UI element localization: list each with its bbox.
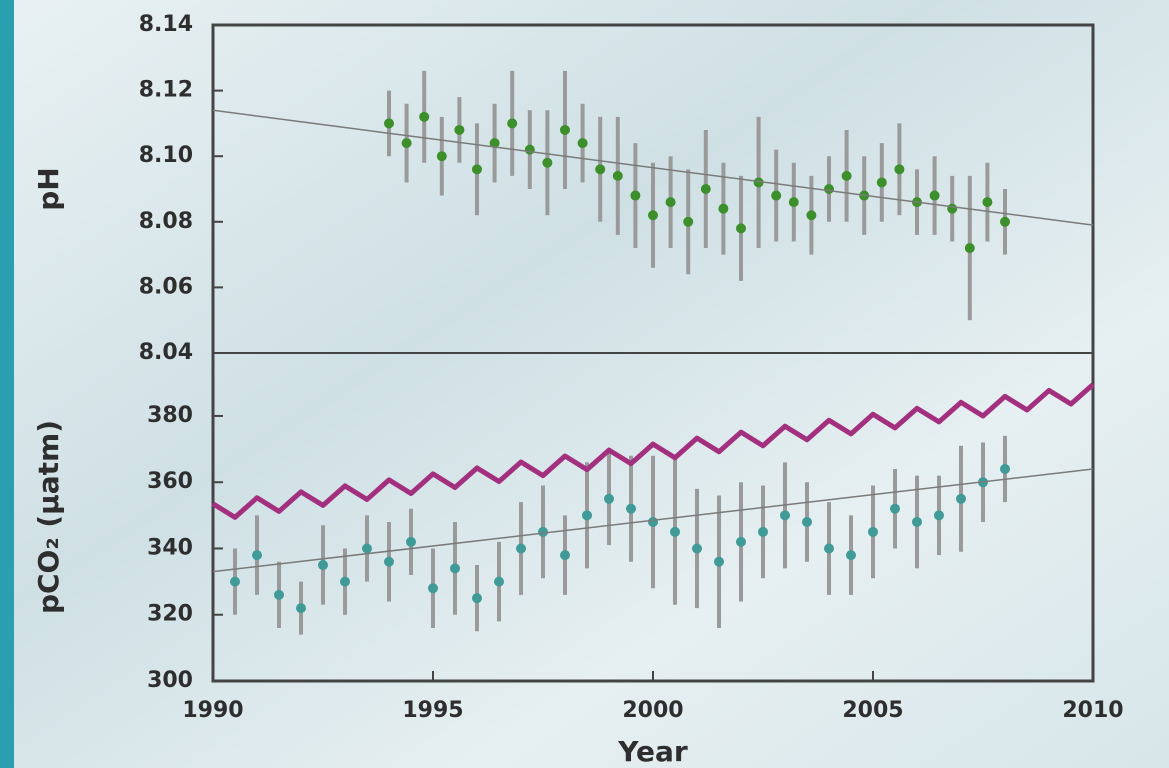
y-tick-label: 340	[147, 535, 193, 560]
data-point	[736, 536, 746, 547]
data-point	[472, 164, 482, 175]
data-point	[806, 210, 817, 221]
data-point	[577, 138, 588, 149]
data-point	[542, 157, 553, 168]
data-line	[211, 382, 1095, 520]
data-point	[736, 223, 746, 234]
data-point	[630, 190, 641, 201]
data-point	[274, 589, 284, 600]
y-tick-label: 360	[147, 469, 193, 494]
data-point	[472, 593, 482, 604]
data-point	[788, 197, 799, 208]
data-point	[436, 151, 447, 162]
x-tick-label: 2005	[842, 698, 903, 723]
data-point	[1000, 216, 1010, 227]
data-point	[683, 216, 694, 227]
x-tick-label: 2000	[622, 698, 683, 723]
data-point	[1000, 463, 1010, 474]
data-point	[648, 210, 658, 221]
data-point	[982, 197, 993, 208]
data-point	[384, 556, 394, 567]
data-line	[212, 109, 1094, 226]
data-point	[912, 516, 922, 527]
data-point	[700, 184, 711, 194]
y-tick-label: 8.14	[139, 12, 193, 37]
data-point	[868, 526, 878, 537]
data-point	[934, 510, 944, 521]
data-point	[450, 563, 460, 574]
data-point	[665, 197, 676, 208]
data-point	[362, 543, 372, 554]
data-point	[419, 111, 430, 122]
data-point	[692, 543, 702, 554]
data-point	[384, 118, 394, 129]
x-axis-label: Year	[617, 735, 688, 768]
y-tick-label: 300	[147, 668, 193, 693]
data-point	[648, 516, 658, 527]
data-point	[876, 177, 887, 188]
data-point	[841, 170, 852, 181]
data-point	[956, 493, 966, 504]
y-tick-label: 320	[147, 602, 193, 627]
data-point	[560, 550, 570, 561]
data-point	[489, 138, 500, 149]
data-point	[595, 164, 606, 175]
data-point	[340, 576, 350, 587]
x-tick-label: 2010	[1062, 698, 1123, 723]
data-point	[929, 190, 940, 201]
x-tick-label: 1990	[182, 698, 243, 723]
y-axis-label: pH	[32, 167, 65, 210]
left-strip	[0, 0, 14, 768]
y-tick-label: 8.04	[139, 340, 193, 365]
data-point	[612, 170, 623, 181]
data-point	[318, 560, 328, 571]
y-tick-label: 8.12	[139, 78, 193, 103]
data-point	[252, 550, 262, 561]
data-point	[516, 543, 526, 554]
y-axis-label: pCO₂ (µatm)	[32, 420, 65, 614]
data-point	[406, 536, 416, 547]
data-point	[524, 144, 535, 155]
data-point	[670, 526, 680, 537]
data-point	[753, 177, 764, 188]
x-tick-label: 1995	[402, 698, 463, 723]
data-point	[802, 516, 812, 527]
data-point	[560, 124, 570, 135]
data-point	[824, 543, 834, 554]
data-point	[846, 550, 856, 561]
data-point	[780, 510, 790, 521]
data-point	[758, 526, 768, 537]
data-point	[582, 510, 592, 521]
y-tick-label: 8.10	[139, 143, 193, 168]
data-point	[626, 503, 636, 514]
data-point	[771, 190, 782, 201]
data-point	[507, 118, 518, 129]
data-point	[428, 583, 438, 594]
data-line	[212, 468, 1094, 573]
data-point	[538, 526, 548, 537]
data-point	[894, 164, 905, 175]
data-point	[964, 243, 975, 254]
data-point	[494, 576, 504, 587]
data-point	[230, 576, 240, 587]
data-point	[718, 203, 729, 214]
data-point	[714, 556, 724, 567]
data-point	[824, 184, 834, 194]
data-point	[890, 503, 900, 514]
y-tick-label: 8.06	[139, 274, 193, 299]
data-point	[296, 603, 306, 614]
data-point	[604, 493, 614, 504]
data-point	[401, 138, 412, 149]
y-tick-label: 380	[147, 403, 193, 428]
y-tick-label: 8.08	[139, 209, 193, 234]
data-point	[454, 124, 465, 135]
data-point	[947, 203, 958, 214]
